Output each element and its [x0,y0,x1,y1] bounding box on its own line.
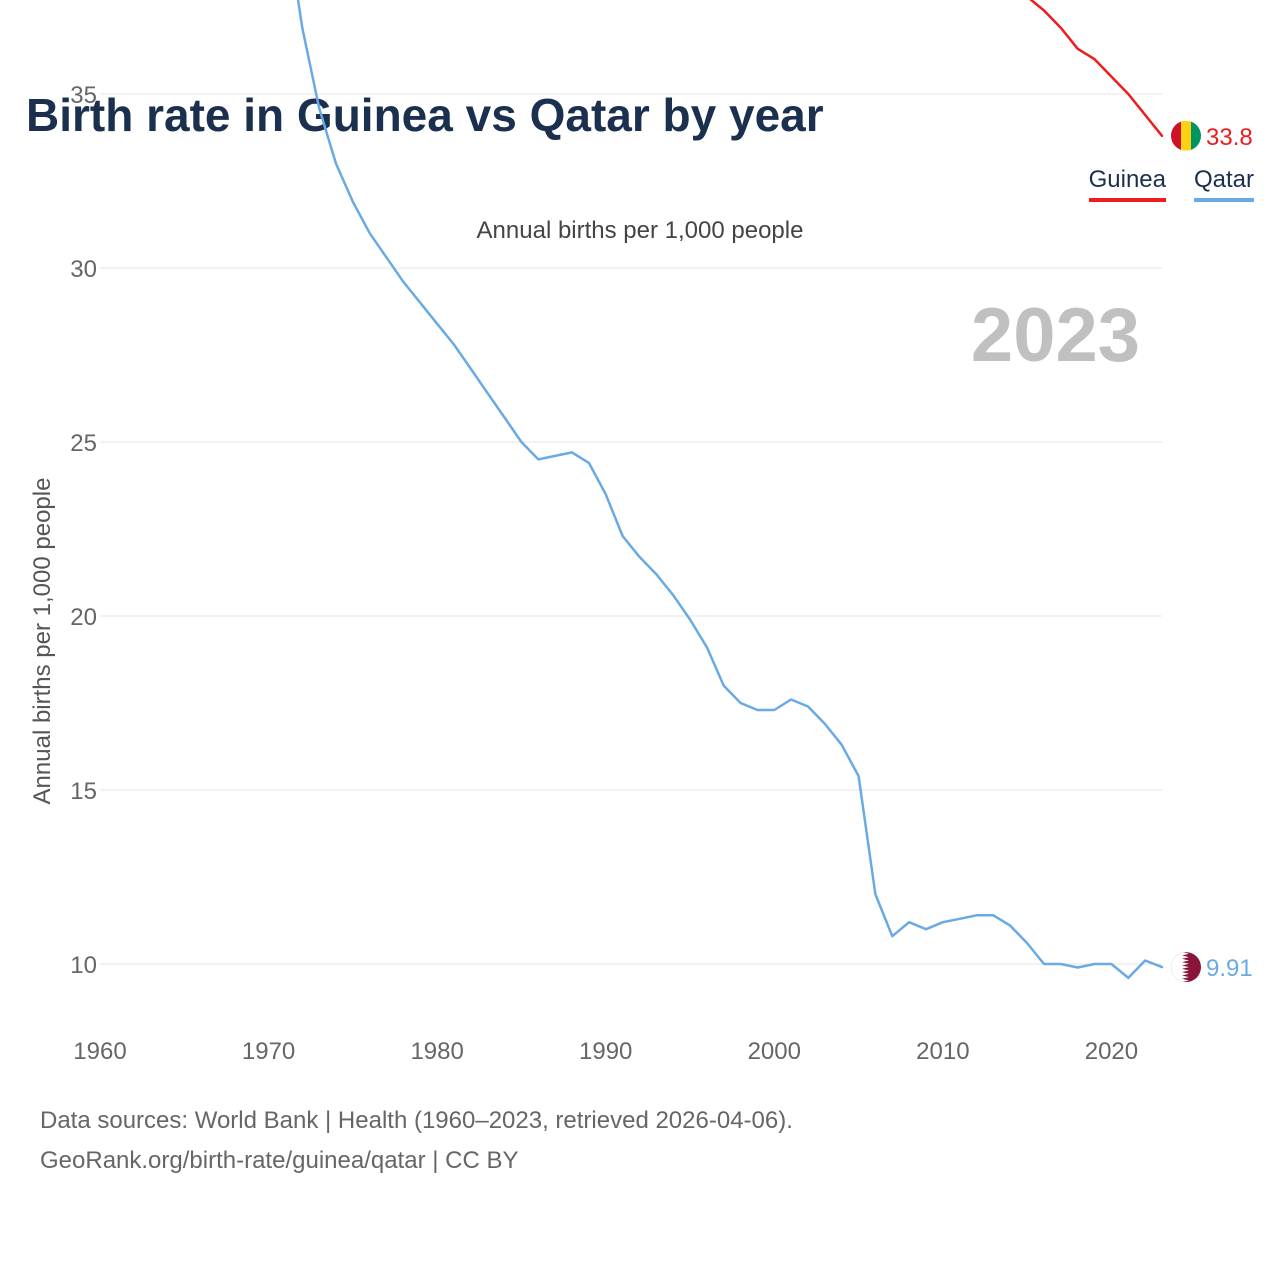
current-year-label: 2023 [971,293,1140,378]
x-tick-label: 1970 [242,1038,295,1065]
x-tick-label: 1990 [579,1038,632,1065]
y-tick-label: 20 [70,604,97,631]
y-tick-label: 30 [70,256,97,283]
chart-subtitle: Annual births per 1,000 people [476,217,804,244]
flag-marker-guinea [1171,120,1201,151]
y-tick-label: 35 [70,82,97,109]
y-axis-label: Annual births per 1,000 people [29,478,56,805]
chart-title: Birth rate in Guinea vs Qatar by year [26,89,824,141]
legend-item-guinea[interactable]: Guinea [1088,166,1166,202]
series-line-guinea[interactable] [100,0,1164,138]
y-tick-label: 10 [70,952,97,979]
end-value-label-qatar: 9.91 [1206,955,1253,982]
end-value-label-guinea: 33.8 [1206,124,1253,151]
footer-credit[interactable]: GeoRank.org/birth-rate/guinea/qatar | CC… [40,1147,519,1174]
x-tick-labels: 1960 1970 1980 1990 2000 2010 2020 [73,1038,1138,1065]
x-tick-label: 1980 [410,1038,463,1065]
y-tick-labels: 1015202530354045 [70,82,97,979]
gridlines [100,93,1162,965]
footer-source: Data sources: World Bank | Health (1960–… [40,1107,793,1134]
x-tick-label: 1960 [73,1038,126,1065]
series-lines [100,0,1164,980]
x-tick-label: 2010 [916,1038,969,1065]
series-line-qatar[interactable] [100,0,1164,980]
y-tick-label: 25 [70,430,97,457]
flag-marker-qatar [1171,952,1201,983]
legend-item-qatar[interactable]: Qatar [1193,166,1254,202]
x-tick-label: 2020 [1085,1038,1138,1065]
line-chart: 1015202530354045 19601970198019902000201… [29,0,1253,1065]
x-tick-label: 2000 [748,1038,801,1065]
end-markers: 33.8 9.91 [1171,120,1253,983]
y-tick-label: 15 [70,778,97,805]
